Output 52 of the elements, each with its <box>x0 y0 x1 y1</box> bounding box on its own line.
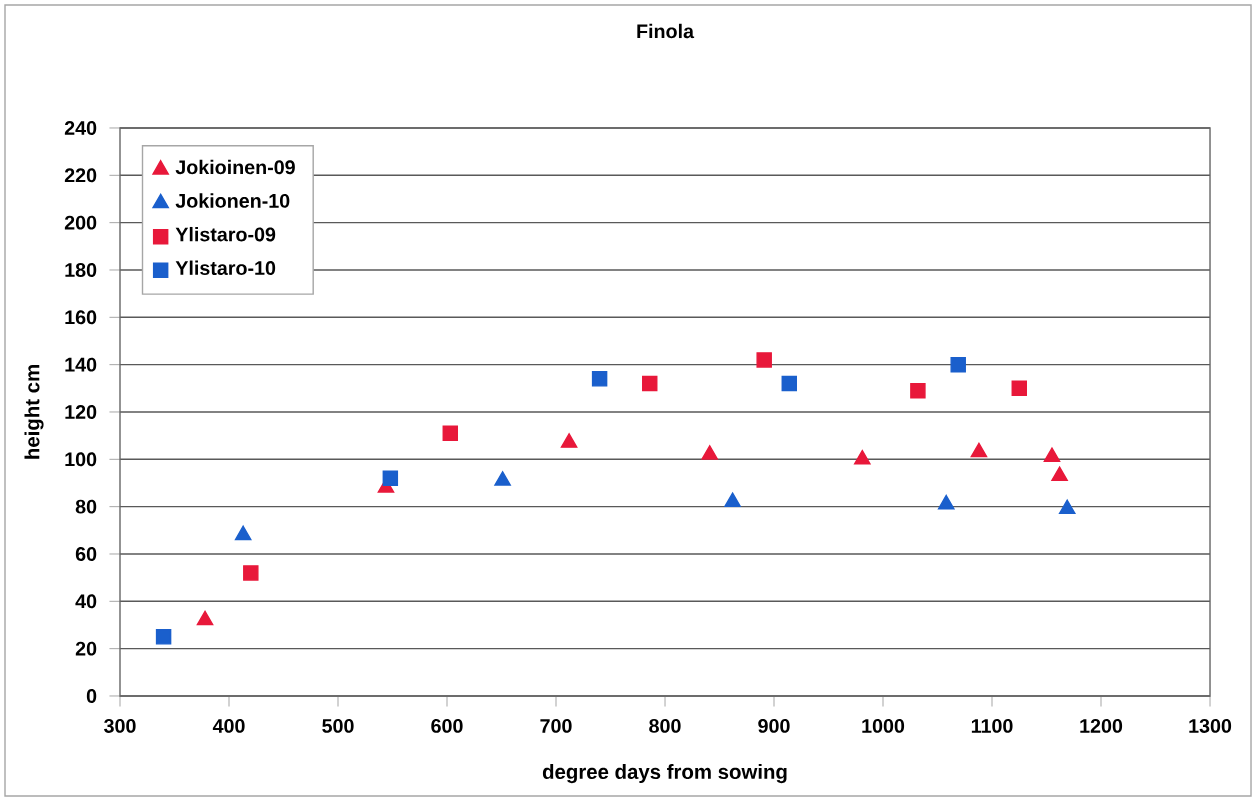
legend-label: Jokionen-10 <box>175 193 290 208</box>
x-tick-label: 1200 <box>1080 718 1123 733</box>
x-tick-label: 400 <box>212 718 245 733</box>
y-tick-label: 240 <box>64 121 97 135</box>
point <box>494 471 511 486</box>
y-tick-label: 200 <box>64 215 97 230</box>
point <box>1011 380 1028 397</box>
legend-label: Ylistaro-09 <box>175 226 276 242</box>
y-tick-label: 60 <box>75 547 97 561</box>
point <box>937 494 955 510</box>
point <box>560 433 578 448</box>
y-tick-label: 40 <box>75 594 97 609</box>
x-tick-label: 800 <box>649 718 681 733</box>
x-tick-label: 1000 <box>862 718 905 733</box>
chart-title: Finola <box>637 23 695 39</box>
y-tick-label: 220 <box>64 168 97 183</box>
x-tick-label: 700 <box>540 718 572 733</box>
y-tick-label: 80 <box>75 499 97 514</box>
y-tick-label: 20 <box>75 641 97 656</box>
y-tick-label: 0 <box>86 689 97 703</box>
point <box>781 375 798 392</box>
point <box>701 445 719 460</box>
y-axis-title: height cm <box>24 365 44 459</box>
x-tick-label: 300 <box>104 718 136 733</box>
point <box>1058 499 1076 515</box>
x-tick-label: 1100 <box>971 718 1013 733</box>
x-tick-label: 600 <box>431 718 463 733</box>
point <box>442 425 459 442</box>
legend-label: Ylistaro-10 <box>175 260 276 275</box>
x-tick-label: 500 <box>322 718 354 733</box>
point <box>196 610 214 626</box>
point <box>642 375 658 392</box>
y-tick-label: 180 <box>65 263 97 277</box>
y-tick-label: 140 <box>65 357 97 372</box>
point <box>910 382 926 399</box>
point <box>234 525 252 541</box>
y-tick-label: 120 <box>65 405 97 419</box>
point <box>591 371 608 387</box>
x-tick-label: 900 <box>758 718 790 733</box>
legend-label: Jokioinen-09 <box>175 159 295 175</box>
point <box>970 442 988 458</box>
y-tick-label: 160 <box>65 310 97 325</box>
point <box>1051 466 1068 481</box>
x-axis-title: degree days from sowing <box>542 764 787 784</box>
point <box>756 352 772 368</box>
point <box>950 356 966 373</box>
x-tick-label: 1300 <box>1189 718 1232 733</box>
y-tick-label: 100 <box>65 452 97 467</box>
point <box>853 449 871 465</box>
point <box>1043 447 1061 463</box>
point <box>724 492 741 508</box>
point <box>382 470 399 486</box>
